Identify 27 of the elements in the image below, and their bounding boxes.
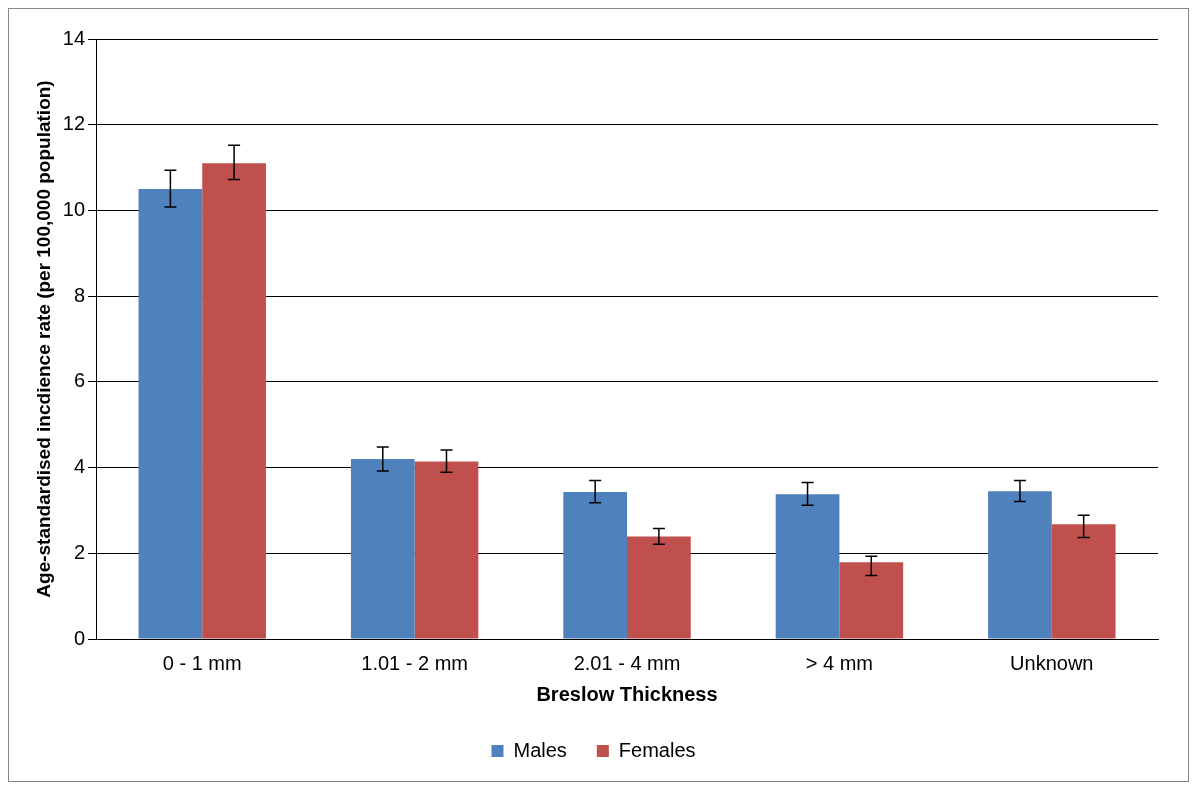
bar <box>414 461 479 639</box>
y-tick-label: 2 <box>73 540 86 563</box>
bar <box>627 536 691 639</box>
x-axis-title: Breslow Thickness <box>536 682 718 705</box>
x-tick-label: > 4 mm <box>805 651 874 674</box>
y-axis-title: Age-standardised incdience rate (per 100,000 population) <box>32 80 54 598</box>
bar <box>839 562 904 639</box>
bar <box>138 189 203 639</box>
y-tick-label: 10 <box>62 197 86 220</box>
y-tick-label: 6 <box>73 369 86 392</box>
x-tick-label: Unknown <box>1010 651 1094 674</box>
y-tick-label: 4 <box>73 455 86 478</box>
y-tick-label: 0 <box>73 626 86 649</box>
bar <box>988 491 1052 639</box>
bar <box>350 459 415 639</box>
y-tick-label: 8 <box>73 283 86 306</box>
bar <box>563 492 628 639</box>
bar <box>1051 524 1116 639</box>
x-tick-label: 1.01 - 2 mm <box>361 651 468 674</box>
x-tick-label: 2.01 - 4 mm <box>573 651 681 674</box>
legend-label: Females <box>618 738 696 761</box>
bar <box>775 494 840 639</box>
y-tick-label: 12 <box>62 112 86 135</box>
legend-label: Males <box>513 738 567 761</box>
bar <box>202 163 266 639</box>
y-tick-label: 14 <box>62 26 86 49</box>
x-tick-label: 0 - 1 mm <box>162 651 242 674</box>
